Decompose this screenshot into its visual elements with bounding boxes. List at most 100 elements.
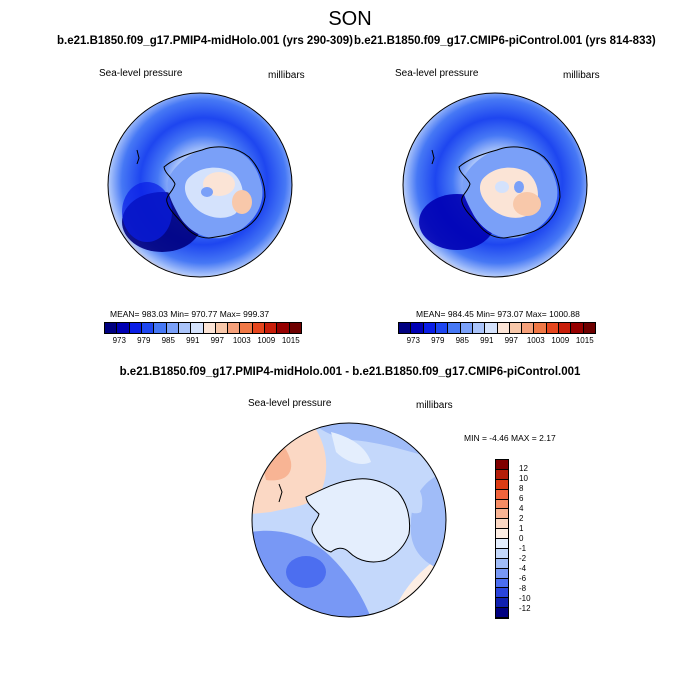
diff-colorbar-tick-label: 0 (519, 534, 524, 543)
diff-colorbar-swatch (496, 558, 508, 569)
colorbar-swatch (105, 323, 118, 333)
right-colorbar-swatches (398, 322, 596, 334)
right-mean-value: 984.45 (447, 309, 474, 319)
colorbar-swatch (265, 323, 278, 333)
diff-colorbar-tick-label: 8 (519, 484, 524, 493)
diff-colorbar-tick-label: 1 (519, 524, 524, 533)
colorbar-swatch (166, 323, 179, 333)
diff-colorbar-swatches (495, 459, 509, 619)
right-polar-map (402, 92, 588, 278)
diff-colorbar-ticks: 12 10 8 6 4 2 1 0 -1 -2 -4 -6 -8 -10 -12 (495, 459, 535, 619)
colorbar-tick-label: 991 (186, 336, 200, 345)
colorbar-swatch (277, 323, 290, 333)
colorbar-swatch (141, 323, 155, 333)
right-stats: MEAN= 984.45 Min= 973.07 Max= 1000.88 (416, 309, 580, 319)
left-stats: MEAN= 983.03 Min= 970.77 Max= 999.37 (110, 309, 269, 319)
colorbar-swatch (522, 323, 535, 333)
right-max-value: 1000.88 (549, 309, 580, 319)
diff-colorbar-swatch (496, 588, 508, 599)
left-mean-label: MEAN= (110, 309, 140, 319)
colorbar-tick-label: 991 (480, 336, 494, 345)
colorbar-swatch (571, 323, 584, 333)
diff-min-label: MIN = (464, 433, 487, 443)
diff-colorbar-tick-label: 6 (519, 494, 524, 503)
diff-min-value: -4.46 (489, 433, 509, 443)
diff-colorbar-swatch (496, 469, 508, 480)
left-units-label: millibars (268, 70, 305, 81)
diff-case-title: b.e21.B1850.f09_g17.PMIP4-midHolo.001 - … (119, 366, 581, 378)
colorbar-swatch (534, 323, 547, 333)
colorbar-swatch (154, 323, 167, 333)
colorbar-tick-label: 997 (210, 336, 224, 345)
diff-colorbar-tick-label: 4 (519, 504, 524, 513)
colorbar-swatch (559, 323, 572, 333)
right-colorbar: 973 979 985 991 997 1003 1009 1015 (398, 322, 596, 346)
diff-stats: MIN = -4.46 MAX = 2.17 (464, 433, 556, 443)
right-max-label: Max= (525, 309, 547, 319)
diff-colorbar-tick-label: 2 (519, 514, 524, 523)
right-min-label: Min= (476, 309, 495, 319)
plot-title: SON (328, 8, 372, 30)
left-variable-label: Sea-level pressure (99, 68, 183, 79)
right-variable-label: Sea-level pressure (395, 68, 479, 79)
left-mean-value: 983.03 (141, 309, 168, 319)
diff-colorbar-tick-label: -10 (519, 594, 531, 603)
colorbar-swatch (117, 323, 130, 333)
diff-colorbar-swatch (496, 608, 508, 618)
colorbar-swatch (497, 323, 510, 333)
colorbar-swatch (399, 323, 412, 333)
colorbar-tick-label: 985 (161, 336, 175, 345)
diff-variable-label: Sea-level pressure (248, 398, 332, 409)
diff-colorbar-swatch (496, 598, 508, 609)
colorbar-tick-label: 1015 (575, 336, 594, 345)
colorbar-swatch (448, 323, 461, 333)
colorbar-tick-label: 973 (406, 336, 420, 345)
diff-units-label: millibars (416, 400, 453, 411)
left-colorbar-ticks: 973 979 985 991 997 1003 1009 1015 (104, 334, 300, 346)
diff-colorbar-tick-label: -12 (519, 604, 531, 613)
left-case-title: b.e21.B1850.f09_g17.PMIP4-midHolo.001 (y… (57, 35, 353, 47)
left-polar-map (107, 92, 293, 278)
right-units-label: millibars (563, 70, 600, 81)
right-case-title: b.e21.B1850.f09_g17.CMIP6-piControl.001 … (354, 35, 656, 47)
diff-max-value: 2.17 (539, 433, 556, 443)
colorbar-swatch (240, 323, 253, 333)
diff-colorbar-swatch (496, 509, 508, 520)
colorbar-tick-label: 997 (504, 336, 518, 345)
colorbar-swatch (546, 323, 560, 333)
diff-colorbar-swatch (496, 479, 508, 490)
left-min-value: 970.77 (191, 309, 218, 319)
diff-colorbar: 12 10 8 6 4 2 1 0 -1 -2 -4 -6 -8 -10 -12 (495, 459, 531, 619)
colorbar-swatch (178, 323, 192, 333)
colorbar-swatch (289, 323, 301, 333)
colorbar-swatch (252, 323, 266, 333)
colorbar-tick-label: 1009 (551, 336, 570, 345)
colorbar-swatch (509, 323, 523, 333)
colorbar-tick-label: 1015 (281, 336, 300, 345)
right-min-value: 973.07 (497, 309, 524, 319)
diff-colorbar-swatch (496, 529, 508, 539)
colorbar-swatch (485, 323, 498, 333)
diff-colorbar-tick-label: 12 (519, 464, 528, 473)
colorbar-tick-label: 1009 (257, 336, 276, 345)
diff-colorbar-swatch (496, 539, 508, 549)
diff-colorbar-swatch (496, 578, 508, 589)
diff-colorbar-swatch (496, 548, 508, 559)
diff-colorbar-swatch (496, 460, 508, 470)
diff-colorbar-tick-label: -6 (519, 574, 527, 583)
left-max-value: 999.37 (243, 309, 270, 319)
colorbar-tick-label: 973 (112, 336, 126, 345)
diff-colorbar-swatch (496, 568, 508, 579)
diff-colorbar-tick-label: -2 (519, 554, 527, 563)
colorbar-swatch (472, 323, 486, 333)
diff-colorbar-tick-label: 10 (519, 474, 528, 483)
colorbar-tick-label: 1003 (232, 336, 251, 345)
diff-colorbar-swatch (496, 499, 508, 510)
colorbar-tick-label: 985 (455, 336, 469, 345)
diff-colorbar-swatch (496, 489, 508, 500)
colorbar-tick-label: 979 (431, 336, 445, 345)
colorbar-tick-label: 1003 (526, 336, 545, 345)
colorbar-swatch (460, 323, 473, 333)
diff-max-label: MAX = (511, 433, 537, 443)
colorbar-tick-label: 979 (137, 336, 151, 345)
